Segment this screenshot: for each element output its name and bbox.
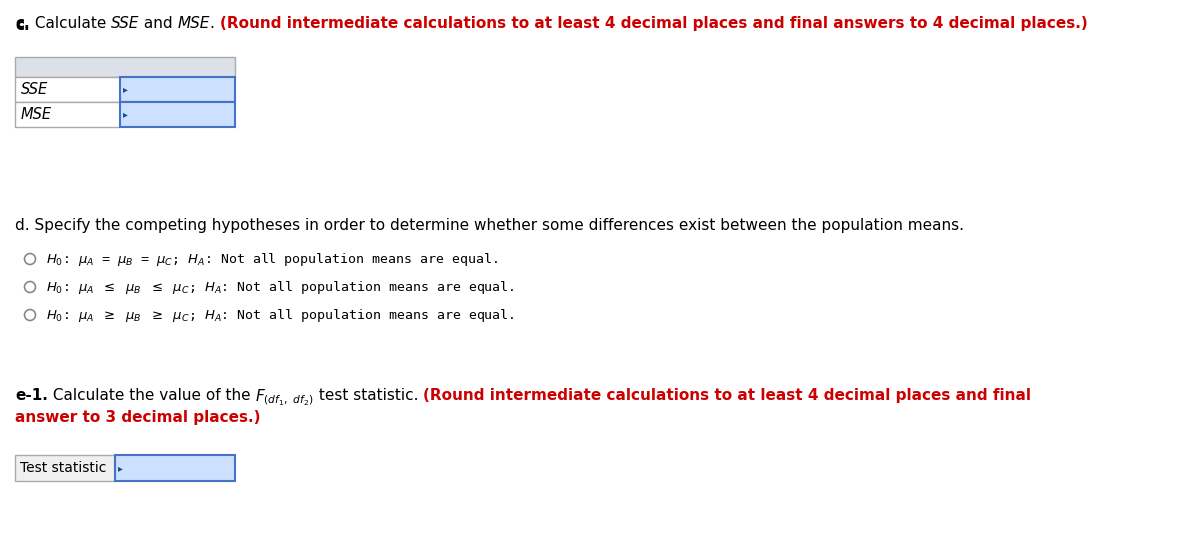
Text: ▸: ▸ <box>124 84 128 94</box>
Text: MSE: MSE <box>178 16 210 31</box>
Text: $H_0$: $\mu_A$ $\leq$ $\mu_B$ $\leq$ $\mu_C$; $H_A$: Not all population means ar: $H_0$: $\mu_A$ $\leq$ $\mu_B$ $\leq$ $\m… <box>46 279 515 296</box>
Text: test statistic.: test statistic. <box>313 388 424 403</box>
Text: ▸: ▸ <box>124 110 128 119</box>
Bar <box>14 57 235 77</box>
Text: c.: c. <box>14 16 30 31</box>
Bar <box>120 102 235 127</box>
Text: MSE: MSE <box>22 107 52 122</box>
Text: ▸: ▸ <box>118 463 122 473</box>
Bar <box>14 77 120 102</box>
Text: $H_0$: $\mu_A$ = $\mu_B$ = $\mu_C$; $H_A$: Not all population means are equal.: $H_0$: $\mu_A$ = $\mu_B$ = $\mu_C$; $H_A… <box>46 252 498 269</box>
Text: $H_0$: $\mu_A$ $\geq$ $\mu_B$ $\geq$ $\mu_C$; $H_A$: Not all population means ar: $H_0$: $\mu_A$ $\geq$ $\mu_B$ $\geq$ $\m… <box>46 307 515 324</box>
Circle shape <box>24 282 36 293</box>
Text: SSE: SSE <box>110 16 139 31</box>
Text: SSE: SSE <box>22 82 48 97</box>
Bar <box>14 102 120 127</box>
Bar <box>115 455 235 481</box>
Text: answer to 3 decimal places.): answer to 3 decimal places.) <box>14 410 260 425</box>
Text: (Round intermediate calculations to at least 4 decimal places and final: (Round intermediate calculations to at l… <box>424 388 1031 403</box>
Text: (Round intermediate calculations to at least 4 decimal places and final answers : (Round intermediate calculations to at l… <box>220 16 1087 31</box>
Circle shape <box>24 310 36 321</box>
Text: Calculate the value of the: Calculate the value of the <box>48 388 256 403</box>
Text: c.: c. <box>14 18 30 33</box>
Text: e-1.: e-1. <box>14 388 48 403</box>
Text: .: . <box>210 16 220 31</box>
Bar <box>14 455 115 481</box>
Bar <box>120 77 235 102</box>
Text: and: and <box>139 16 178 31</box>
Text: $F_{(df_1,\ df_2)}$: $F_{(df_1,\ df_2)}$ <box>256 388 313 408</box>
Circle shape <box>24 254 36 265</box>
Text: Test statistic: Test statistic <box>20 461 107 475</box>
Text: Calculate: Calculate <box>30 16 110 31</box>
Text: d. Specify the competing hypotheses in order to determine whether some differenc: d. Specify the competing hypotheses in o… <box>14 218 964 233</box>
